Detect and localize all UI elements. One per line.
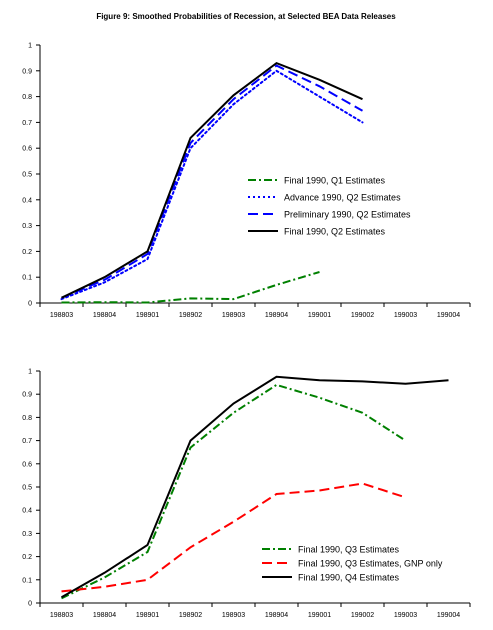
x-tick-label: 198904 [265,312,288,319]
legend-label-2: Advance 1990, Q2 Estimates [284,193,401,203]
chart-top: 0 0.1 0.2 0.3 0.4 0.5 0.6 0.7 0.8 0.9 1 198803 19880… [22,43,471,319]
y-tick-label: 0.5 [22,485,32,492]
x-tick-label: 199003 [394,312,417,319]
legend-label-1: Final 1990, Q3 Estimates [298,545,400,555]
x-tick-label: 199004 [437,312,460,319]
legend-label-3: Final 1990, Q4 Estimates [298,573,400,583]
legend-label-3: Preliminary 1990, Q2 Estimates [284,210,411,220]
x-tick-label: 198902 [179,312,202,319]
x-tick-label: 199001 [308,312,331,319]
figure-title: Figure 9: Smoothed Probabilities of Rece… [96,12,396,21]
series-line-1 [61,271,320,304]
x-tick-label: 198904 [265,612,288,619]
y-tick-label: 0.9 [22,68,32,75]
y-tick-label: 0 [28,301,32,308]
series-line-1 [61,383,407,600]
y-tick-label: 0.1 [22,577,32,584]
y-tick-label: 0.8 [22,415,32,422]
x-tick-label: 198903 [222,612,245,619]
y-tick-label: 0.9 [22,392,32,399]
y-tick-label: 0.6 [22,146,32,153]
y-tick-label: 0.3 [22,223,32,230]
legend: Final 1990, Q3 Estimates Final 1990, Q3 E… [262,545,443,583]
y-tick-label: 0.7 [22,438,32,445]
x-tick-label: 198902 [179,612,202,619]
x-tick-label: 199003 [394,612,417,619]
x-tick-label: 198803 [50,312,73,319]
x-tick-label: 198804 [93,612,116,619]
legend: Final 1990, Q1 Estimates Advance 1990, Q2… [248,176,411,237]
legend-label-1: Final 1990, Q1 Estimates [284,176,386,186]
x-tick-label: 199001 [308,612,331,619]
x-tick-label: 199004 [437,612,460,619]
y-tick-label: 0 [28,601,32,608]
x-tick-label: 198804 [93,312,116,319]
y-tick-label: 0.5 [22,172,32,179]
series-line-4 [61,61,363,299]
y-tick-label: 0.4 [22,197,32,204]
chart-bottom: 0 0.1 0.2 0.3 0.4 0.5 0.6 0.7 0.8 0.9 1 198803 19880… [22,369,471,619]
x-tick-label: 198901 [136,312,159,319]
series-line-3 [61,64,363,299]
y-tick-label: 0.4 [22,508,32,515]
x-tick-label: 198903 [222,312,245,319]
y-tick-label: 0.1 [22,275,32,282]
y-tick-label: 0.2 [22,554,32,561]
y-tick-label: 0.6 [22,461,32,468]
x-tick-label: 199002 [351,312,374,319]
x-tick-label: 198901 [136,612,159,619]
x-tick-label: 198803 [50,612,73,619]
y-tick-label: 0.3 [22,531,32,538]
legend-label-2: Final 1990, Q3 Estimates, GNP only [298,559,443,569]
legend-label-4: Final 1990, Q2 Estimates [284,227,386,237]
series-line-2 [60,69,364,301]
y-tick-label: 1 [28,43,32,50]
series-line-3 [61,375,449,599]
x-tick-label: 199002 [351,612,374,619]
y-tick-label: 0.7 [22,120,32,127]
y-tick-label: 0.8 [22,94,32,101]
y-tick-label: 0.2 [22,249,32,256]
y-tick-label: 1 [28,369,32,376]
